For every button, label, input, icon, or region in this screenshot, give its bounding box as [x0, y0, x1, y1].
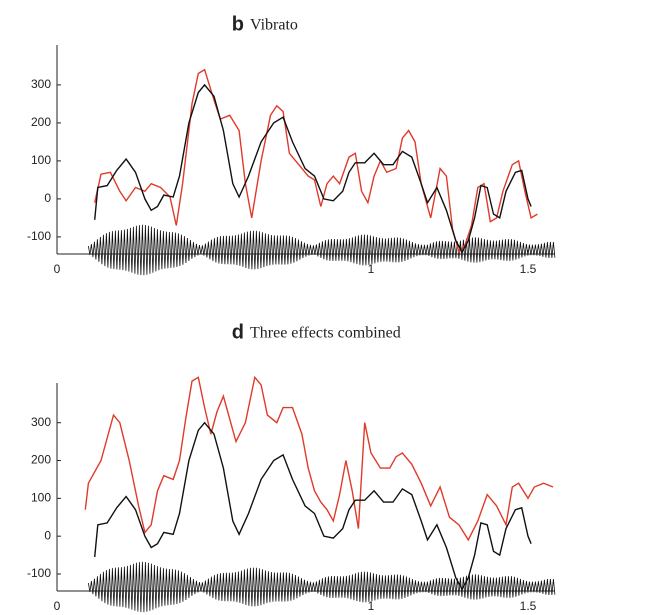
pitch-line — [84, 375, 554, 542]
x-tick-label: 1.5 — [520, 262, 537, 276]
panel-letter: d — [232, 321, 244, 343]
x-tick-label: 0 — [54, 599, 61, 613]
waveform — [88, 224, 556, 276]
panel-title: Three effects combined — [250, 325, 401, 342]
x-tick-label: 1 — [368, 599, 375, 613]
y-tick-label: 200 — [31, 115, 51, 129]
y-tick-label: 200 — [31, 453, 51, 467]
y-tick-label: 300 — [31, 415, 51, 429]
x-tick-label: 1 — [368, 262, 375, 276]
waveform — [88, 561, 556, 613]
pitch-line — [94, 68, 538, 254]
y-tick-label: -100 — [27, 566, 51, 580]
y-tick-label: 0 — [44, 191, 51, 205]
pitch-line — [94, 421, 532, 591]
y-tick-label: -100 — [27, 229, 51, 243]
pitch-line — [94, 83, 532, 254]
x-tick-label: 1.5 — [520, 599, 537, 613]
panel-letter: b — [232, 13, 244, 35]
y-tick-label: 100 — [31, 153, 51, 167]
y-tick-label: 300 — [31, 77, 51, 91]
x-tick-label: 0 — [54, 262, 61, 276]
panel-title: Vibrato — [250, 17, 298, 34]
y-tick-label: 0 — [44, 528, 51, 542]
y-tick-label: 100 — [31, 491, 51, 505]
